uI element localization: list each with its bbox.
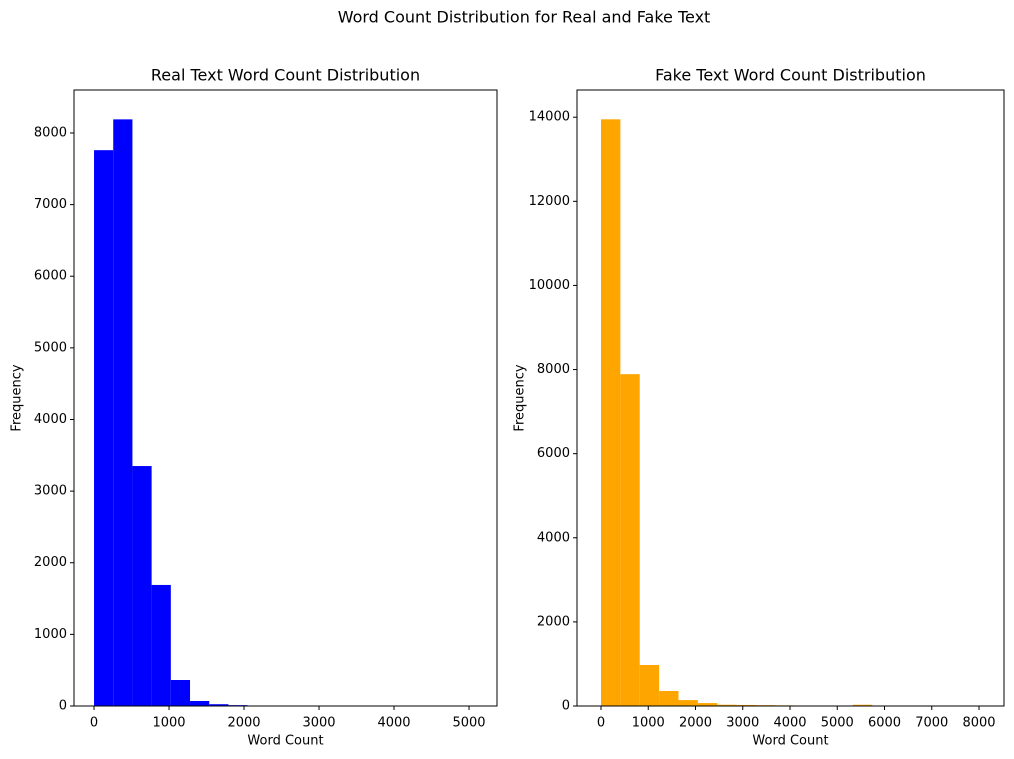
x-tick-label: 8000 bbox=[962, 716, 995, 731]
y-tick-label: 5000 bbox=[34, 340, 67, 355]
y-tick-label: 0 bbox=[562, 699, 570, 714]
y-tick-label: 10000 bbox=[529, 278, 570, 293]
y-tick-label: 0 bbox=[59, 699, 67, 714]
x-tick-label: 1000 bbox=[632, 716, 665, 731]
bar bbox=[170, 679, 191, 706]
bar bbox=[151, 584, 171, 706]
y-tick-label: 3000 bbox=[34, 484, 67, 499]
x-tick-label: 4000 bbox=[377, 716, 410, 731]
x-tick-label: 7000 bbox=[915, 716, 948, 731]
bar bbox=[620, 374, 640, 706]
y-tick-label: 4000 bbox=[537, 530, 570, 545]
x-tick-label: 2000 bbox=[227, 716, 260, 731]
x-tick-label: 5000 bbox=[452, 716, 485, 731]
bar bbox=[736, 704, 756, 706]
y-axis-label: Frequency bbox=[513, 364, 528, 431]
bar bbox=[717, 704, 737, 706]
bar bbox=[190, 700, 210, 706]
chart-title: Fake Text Word Count Distribution bbox=[655, 66, 926, 85]
x-tick-label: 3000 bbox=[726, 716, 759, 731]
y-tick-label: 7000 bbox=[34, 197, 67, 212]
bar bbox=[852, 704, 873, 706]
y-tick-label: 6000 bbox=[34, 269, 67, 284]
x-axis-label: Word Count bbox=[752, 734, 828, 749]
bar bbox=[601, 119, 621, 707]
x-tick-label: 6000 bbox=[868, 716, 901, 731]
bar bbox=[209, 704, 229, 706]
y-tick-label: 4000 bbox=[34, 412, 67, 427]
plot-frame bbox=[73, 89, 498, 707]
bar bbox=[132, 466, 152, 706]
y-tick-label: 2000 bbox=[537, 614, 570, 629]
bar bbox=[94, 150, 114, 707]
bar bbox=[113, 119, 133, 707]
y-tick-label: 1000 bbox=[34, 627, 67, 642]
y-tick-label: 6000 bbox=[537, 446, 570, 461]
x-axis-label: Word Count bbox=[247, 734, 323, 749]
bar bbox=[639, 664, 660, 706]
figure-title: Word Count Distribution for Real and Fak… bbox=[338, 8, 711, 27]
x-tick-label: 1000 bbox=[152, 716, 185, 731]
x-tick-label: 3000 bbox=[302, 716, 335, 731]
y-tick-label: 8000 bbox=[537, 362, 570, 377]
y-tick-label: 2000 bbox=[34, 555, 67, 570]
y-tick-label: 8000 bbox=[34, 125, 67, 140]
x-tick-label: 0 bbox=[90, 716, 98, 731]
x-tick-label: 0 bbox=[597, 716, 605, 731]
x-tick-label: 4000 bbox=[773, 716, 806, 731]
x-tick-label: 2000 bbox=[679, 716, 712, 731]
chart-title: Real Text Word Count Distribution bbox=[151, 66, 420, 85]
bar bbox=[678, 700, 698, 706]
y-axis-label: Frequency bbox=[10, 364, 25, 431]
y-tick-label: 14000 bbox=[529, 110, 570, 125]
x-tick-label: 5000 bbox=[821, 716, 854, 731]
plot-frame bbox=[576, 89, 1005, 707]
bar bbox=[697, 703, 718, 706]
bar bbox=[659, 690, 679, 706]
y-tick-label: 12000 bbox=[529, 194, 570, 209]
